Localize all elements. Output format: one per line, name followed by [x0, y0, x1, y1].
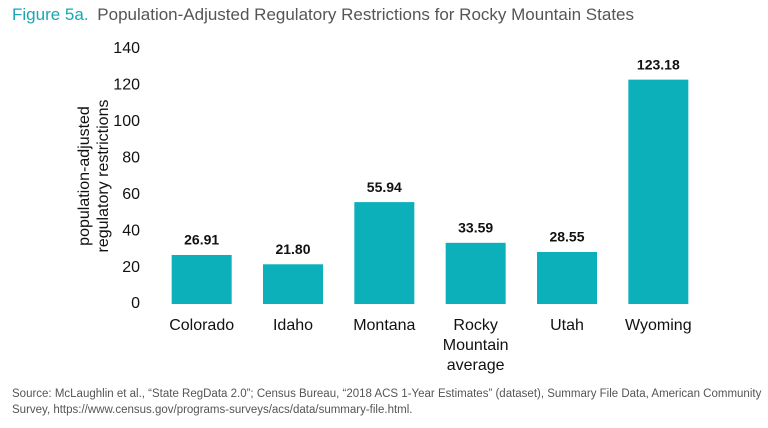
data-label: 55.94: [367, 179, 402, 195]
bar: [171, 254, 232, 304]
bar: [445, 242, 506, 304]
figure-label: Figure 5a.: [12, 5, 89, 24]
source-note: Source: McLaughlin et al., “State RegDat…: [12, 388, 762, 416]
data-label: 123.18: [637, 56, 680, 72]
y-axis-title: population-adjusted regulatory restricti…: [76, 100, 112, 253]
bar: [354, 202, 415, 304]
bar: [628, 79, 689, 304]
x-tick-label: Rocky Mountain average: [442, 317, 509, 374]
y-tick-label: 60: [122, 186, 140, 203]
y-tick-label: 20: [122, 259, 140, 276]
bar: [537, 251, 597, 304]
y-tick-label: 100: [113, 113, 140, 130]
x-tick-label: Montana: [353, 317, 416, 334]
title-text: Population-Adjusted Regulatory Restricti…: [97, 5, 634, 24]
y-label-line: population-adjusted: [76, 106, 93, 246]
y-tick-label: 120: [113, 77, 140, 94]
x-tick-label: Idaho: [272, 317, 314, 334]
x-tick-label: Colorado: [169, 317, 235, 334]
bar: [263, 264, 323, 304]
y-label-line: regulatory restrictions: [95, 100, 112, 253]
y-tick-label: 140: [113, 40, 140, 57]
y-tick-label: 0: [131, 295, 140, 312]
data-label: 26.91: [184, 232, 219, 248]
x-tick-label: Wyoming: [625, 317, 692, 334]
data-label: 33.59: [458, 220, 493, 236]
data-label: 21.80: [275, 241, 310, 257]
data-label: 28.55: [549, 229, 584, 245]
chart-title: Figure 5a. Population-Adjusted Regulator…: [12, 5, 634, 24]
x-tick-label: Utah: [550, 317, 584, 334]
y-tick-label: 80: [122, 150, 140, 167]
y-tick-label: 40: [122, 222, 140, 239]
